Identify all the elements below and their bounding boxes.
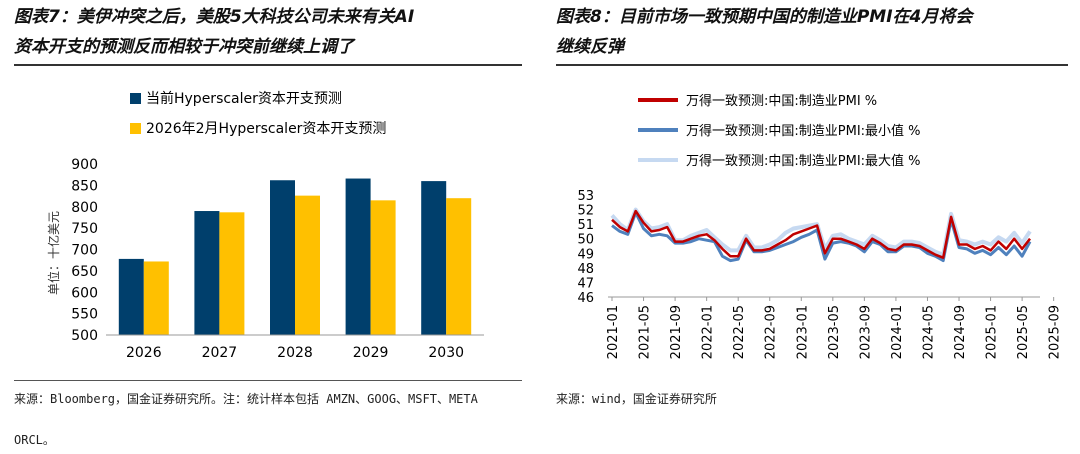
line-x-tick-label: 2022-09 — [764, 305, 779, 359]
line-legend: 万得一致预测:中国:制造业PMI % 万得一致预测:中国:制造业PMI:最小值 … — [638, 93, 921, 169]
legend-label-pmi-min: 万得一致预测:中国:制造业PMI:最小值 % — [686, 123, 921, 139]
left-chart-title-line1: 图表7：美伊冲突之后，美股5大科技公司未来有关AI — [14, 7, 415, 27]
bar-2029-series-1 — [370, 200, 396, 335]
bar-2028-series-0 — [270, 180, 295, 335]
bar-x-tick-label: 2026 — [126, 345, 162, 361]
line-x-tick-label: 2024-09 — [953, 305, 968, 359]
line-x-tick-label: 2025-05 — [1016, 305, 1031, 359]
left-title-rule — [14, 64, 522, 66]
bar-x-tick-label: 2030 — [428, 345, 464, 361]
bar-x-axis: 2026 2027 2028 2029 2030 — [126, 345, 464, 361]
line-x-tick-label: 2025-01 — [985, 305, 1000, 359]
legend-label-pmi: 万得一致预测:中国:制造业PMI % — [686, 93, 877, 109]
line-series — [610, 207, 1032, 263]
right-chart-title-line1: 图表8：目前市场一致预期中国的制造业PMI在4月将会 — [556, 7, 973, 27]
pmi-line-chart: 万得一致预测:中国:制造业PMI % 万得一致预测:中国:制造业PMI:最小值 … — [577, 93, 1080, 359]
line-x-tick-label: 2023-01 — [795, 305, 810, 359]
line-y-tick-label: 50 — [577, 233, 594, 248]
legend-label-pmi-max: 万得一致预测:中国:制造业PMI:最大值 % — [686, 153, 921, 169]
line-x-axis: 2021-01 2021-05 2021-09 2022-01 2022-05 2022-… — [606, 297, 1080, 359]
pmi-series-line-0 — [611, 209, 1031, 259]
line-y-tick-label: 52 — [577, 204, 594, 219]
bar-x-tick-label: 2028 — [277, 345, 313, 361]
bar-2030-series-0 — [421, 181, 447, 335]
line-x-tick-label: 2021-09 — [669, 305, 684, 359]
bar-y-tick-label: 900 — [71, 157, 98, 173]
bar-series — [118, 178, 472, 335]
bar-2027-series-0 — [194, 211, 220, 335]
bar-2026-series-0 — [118, 258, 144, 335]
bar-y-tick-label: 500 — [71, 328, 98, 344]
line-x-tick-label: 2023-05 — [827, 305, 842, 359]
bar-x-tick-label: 2029 — [353, 345, 389, 361]
line-x-tick-label: 2022-05 — [732, 305, 747, 359]
line-y-tick-label: 53 — [577, 189, 594, 204]
left-source-line2: ORCL。 — [14, 433, 55, 447]
line-x-tick-label: 2025-09 — [1048, 305, 1063, 359]
legend-label-current: 当前Hyperscaler资本开支预测 — [146, 90, 342, 107]
line-x-tick-label: 2024-01 — [890, 305, 905, 359]
line-y-tick-label: 46 — [577, 291, 594, 306]
bar-2029-series-0 — [345, 178, 371, 335]
bar-y-tick-label: 650 — [71, 264, 98, 280]
left-chart-title-line2: 资本开支的预测反而相较于冲突前继续上调了 — [14, 37, 354, 57]
bar-2030-series-1 — [446, 198, 472, 335]
line-x-tick-label: 2024-05 — [921, 305, 936, 359]
line-y-tick-label: 51 — [577, 218, 594, 233]
legend-swatch-feb — [130, 123, 141, 134]
line-y-tick-label: 48 — [577, 262, 594, 277]
line-x-tick-label: 2021-01 — [606, 305, 621, 359]
bar-2028-series-1 — [295, 195, 320, 335]
left-source-rule — [14, 380, 522, 381]
bar-y-axis-label: 单位：十亿美元 — [46, 211, 61, 295]
line-x-tick-label: 2022-01 — [701, 305, 716, 359]
right-source: 来源：wind，国金证券研究所 — [556, 392, 717, 406]
line-x-tick-label: 2021-05 — [638, 305, 653, 359]
bar-y-tick-label: 700 — [71, 243, 98, 259]
bar-2027-series-1 — [219, 212, 245, 335]
pmi-series-line-1 — [611, 211, 1032, 263]
bar-y-tick-label: 800 — [71, 200, 98, 216]
line-x-tick-label: 2023-09 — [858, 305, 873, 359]
legend-label-feb: 2026年2月Hyperscaler资本开支预测 — [146, 121, 386, 137]
bar-y-tick-label: 600 — [71, 285, 98, 301]
bar-2026-series-1 — [143, 261, 169, 335]
line-y-tick-label: 49 — [577, 247, 594, 262]
bar-y-axis: 500 550 600 650 700 750 800 850 900 — [71, 157, 98, 344]
bar-legend: 当前Hyperscaler资本开支预测 2026年2月Hyperscaler资本… — [130, 90, 386, 137]
bar-y-tick-label: 850 — [71, 178, 98, 194]
line-y-tick-label: 47 — [577, 276, 594, 291]
left-source-line1: 来源：Bloomberg，国金证券研究所。注：统计样本包括 AMZN、GOOG、… — [14, 392, 478, 406]
capex-bar-chart: 当前Hyperscaler资本开支预测 2026年2月Hyperscaler资本… — [46, 90, 484, 361]
legend-swatch-current — [130, 93, 141, 104]
bar-x-tick-label: 2027 — [202, 345, 238, 361]
right-title-rule — [556, 64, 1068, 66]
right-chart-title-line2: 继续反弹 — [556, 37, 624, 57]
bar-y-tick-label: 750 — [71, 221, 98, 237]
bar-y-tick-label: 550 — [71, 307, 98, 323]
